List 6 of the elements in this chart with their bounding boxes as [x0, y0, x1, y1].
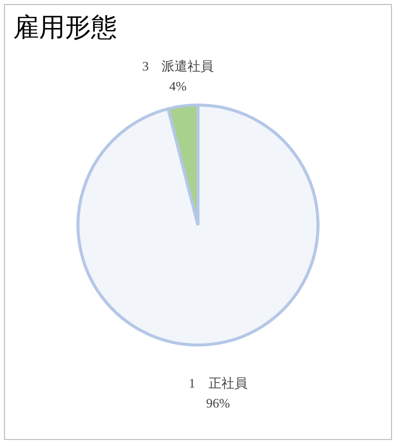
data-label: 4% — [169, 78, 187, 94]
chart-title: 雇用形態 — [13, 13, 117, 42]
data-label: 96% — [206, 396, 230, 411]
slice-label: 1 正社員 — [188, 376, 248, 391]
slice-label: 3 派遣社員 — [142, 58, 214, 74]
pie-slice — [76, 104, 320, 346]
